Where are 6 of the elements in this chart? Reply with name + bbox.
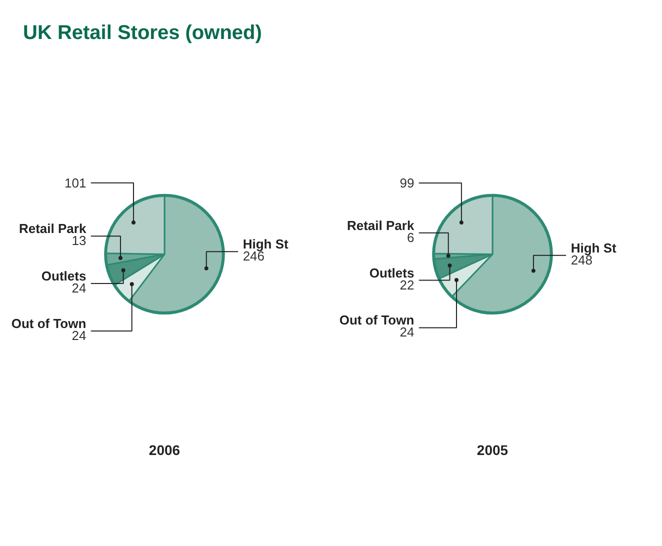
data-label: 101	[64, 175, 86, 190]
slice-label: High St	[242, 236, 289, 252]
text: 2006	[148, 442, 180, 458]
data-label: 99	[400, 176, 414, 191]
text: 2005	[476, 442, 508, 458]
chart-title: UK Retail Stores (owned)	[23, 21, 262, 46]
